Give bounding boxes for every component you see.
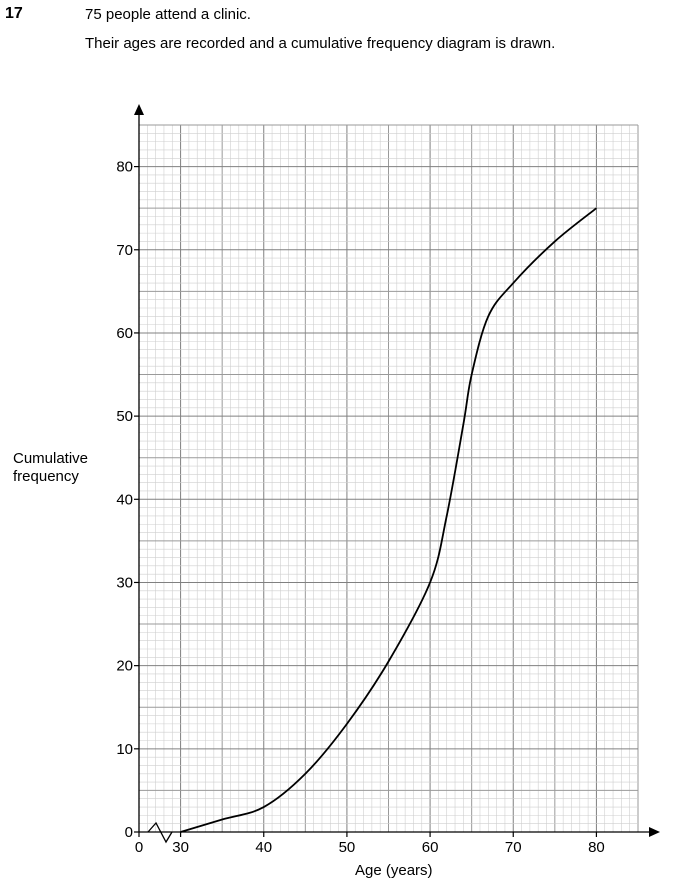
y-tick-label: 10 [116,741,133,758]
x-axis-break [147,821,173,844]
y-tick-label: 20 [116,658,133,675]
y-tick-label: 50 [116,408,133,425]
question-text-line-2: Their ages are recorded and a cumulative… [85,35,556,52]
cumulative-frequency-curve [180,207,597,833]
x-tick-label: 30 [172,839,189,856]
x-tick-label: 80 [588,839,605,856]
x-tick-label-origin: 0 [135,839,143,856]
x-tick-label: 70 [505,839,522,856]
y-tick-label: 60 [116,325,133,342]
x-tick-label: 60 [422,839,439,856]
y-axis-arrowhead [134,104,144,115]
y-tick-label: 0 [125,824,133,841]
question-number: 17 [5,5,23,22]
y-tick-label: 70 [116,242,133,259]
question-text-line-1: 75 people attend a clinic. [85,6,251,23]
y-tick-label: 80 [116,159,133,176]
x-tick-label: 40 [255,839,272,856]
y-axis-label: Cumulative frequency [13,450,89,485]
x-axis-label: Age (years) [355,862,433,879]
x-tick-label: 50 [339,839,356,856]
y-tick-label: 40 [116,491,133,508]
y-tick-label: 30 [116,574,133,591]
x-axis-arrowhead [649,827,660,837]
